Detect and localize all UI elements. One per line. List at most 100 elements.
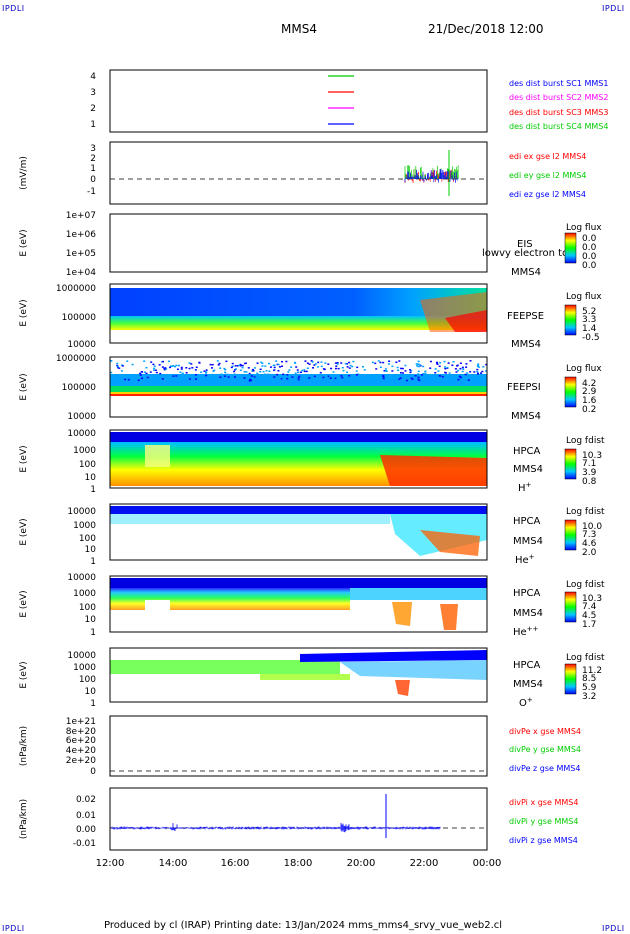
feepsi-noise-pixel <box>251 368 254 371</box>
eis-cb-tick-3: 0.0 <box>582 261 597 271</box>
feepsi-noise-pixel <box>139 372 142 375</box>
feepsi-noise-pixel <box>361 365 364 368</box>
legend-divpi-x: divPi x gse MMS4 <box>509 798 578 807</box>
hpca-he1-ytick-1000: 1000 <box>73 521 96 531</box>
hpca-o-ytick-1000: 1000 <box>73 663 96 673</box>
hpca-o-cb-tick-1: 8.5 <box>582 674 596 684</box>
feepsi-noise-pixel <box>284 374 287 376</box>
feepsi-noise-pixel <box>297 378 300 381</box>
hpca-h-ylabel: E (eV) <box>19 445 29 472</box>
feepsi-noise-pixel <box>239 369 242 372</box>
feepsi-noise-pixel <box>265 369 268 372</box>
feepsi-noise-pixel <box>213 369 216 372</box>
feepsi-noise-pixel <box>223 367 226 370</box>
feepsi-noise-pixel <box>342 369 345 372</box>
feepsi-noise-pixel <box>178 379 181 382</box>
feepsi-noise-pixel <box>444 367 447 370</box>
feepsi-noise-pixel <box>143 371 146 373</box>
feepsi-noise-pixel <box>469 360 472 362</box>
feepsi-noise-pixel <box>310 360 313 362</box>
feepsi-noise-pixel <box>344 362 347 365</box>
eis-cb-tick-2: 0.0 <box>582 252 597 262</box>
feepsi-noise-pixel <box>126 373 129 376</box>
feepsi-noise-pixel <box>382 377 385 380</box>
feepsi-noise-pixel <box>465 363 468 365</box>
feepsi-noise-pixel <box>349 364 352 367</box>
feepsi-noise-pixel <box>176 368 179 371</box>
divpi-ytick-000: 0.00 <box>76 825 96 835</box>
feepsi-noise-pixel <box>150 361 153 363</box>
hpca-h-ytick-10000: 10000 <box>67 429 96 439</box>
feepsi-noise-pixel <box>434 378 437 380</box>
hpca-he2-cb-tick-2: 4.5 <box>582 611 596 621</box>
feepsi-noise-pixel <box>351 365 354 368</box>
feepsi-noise-pixel <box>161 378 164 380</box>
feepsi-noise-pixel <box>309 378 312 381</box>
xtick-1600: 16:00 <box>221 858 250 869</box>
feepsi-noise-pixel <box>410 377 413 380</box>
feepsi-noise-pixel <box>334 362 337 364</box>
feepsi-ytick-1e4: 10000 <box>67 412 96 422</box>
feepsi-noise-pixel <box>314 363 317 365</box>
feepsi-noise-pixel <box>273 364 276 367</box>
feepsi-noise-pixel <box>417 378 420 381</box>
feepsi-noise-pixel <box>330 367 333 370</box>
feepsi-noise-pixel <box>393 375 396 377</box>
legend-burst-sc1: des dist burst SC1 MMS1 <box>509 79 608 88</box>
hpca-he2-cb-tick-0: 10.3 <box>582 594 602 604</box>
feepsi-noise-pixel <box>399 377 402 379</box>
feepsi-ytick-1e5: 100000 <box>62 383 97 393</box>
feepsi-noise-pixel <box>247 367 250 369</box>
feepsi-noise-pixel <box>400 367 403 370</box>
feepsi-noise-pixel <box>465 366 468 368</box>
panel-hpca-o: E (eV) 10000 1000 100 10 1 HPCA MMS4 O+ … <box>19 647 605 709</box>
feepsi-noise-pixel <box>290 366 293 368</box>
feepsi-noise-pixel <box>246 378 249 381</box>
feepse-ytick-1e4: 10000 <box>67 340 96 350</box>
feepsi-noise-pixel <box>216 360 219 362</box>
feepsi-cb-tick-2: 1.6 <box>582 396 597 406</box>
feepsi-noise-pixel <box>116 366 119 369</box>
feepsi-noise-pixel <box>397 369 400 372</box>
feepsi-noise-pixel <box>268 370 271 373</box>
hpca-he1-cb-tick-3: 2.0 <box>582 548 597 558</box>
feepsi-noise-pixel <box>459 362 462 365</box>
feepsi-noise-pixel <box>398 378 401 380</box>
hpca-h-label: HPCA <box>513 446 541 457</box>
feepsi-noise-pixel <box>180 366 183 369</box>
hpca-he2-ytick-10000: 10000 <box>67 573 96 583</box>
feepsi-noise-pixel <box>280 379 283 382</box>
feepsi-noise-pixel <box>325 375 328 378</box>
hpca-h-species: H+ <box>518 481 532 494</box>
feepsi-noise-pixel <box>383 370 386 372</box>
edi-ylabel: (mV/m) <box>19 156 29 190</box>
feepsi-noise-pixel <box>454 368 457 370</box>
feepsi-noise-pixel <box>236 365 239 367</box>
feepsi-noise-pixel <box>385 377 388 380</box>
feepsi-noise-pixel <box>456 365 459 367</box>
feepsi-noise-pixel <box>351 376 354 378</box>
hpca-o-label: HPCA <box>513 660 541 671</box>
feepsi-noise-pixel <box>181 372 184 375</box>
page-date: 21/Dec/2018 12:00 <box>428 22 544 36</box>
xtick-2200: 22:00 <box>410 858 439 869</box>
hpca-h-cb-tick-3: 0.8 <box>582 477 597 487</box>
burst-ytick-4: 4 <box>90 72 96 82</box>
hpca-he1-species: He+ <box>515 553 535 566</box>
burst-ytick-2: 2 <box>90 104 96 114</box>
panel-feepse: E (eV) 1000000 100000 10000 FEEPSE MMS4 … <box>19 283 602 350</box>
feepsi-noise-pixel <box>397 377 400 379</box>
panel-divpi: (nPa/km) 0.02 0.01 0.00 -0.01 divPi x gs… <box>19 787 578 851</box>
feepsi-noise-pixel <box>320 365 323 368</box>
divpe-ylabel: (nPa/km) <box>19 726 29 766</box>
feepsi-noise-pixel <box>216 379 219 382</box>
feepsi-noise-pixel <box>464 373 467 376</box>
feepsi-noise-pixel <box>120 370 123 372</box>
feepsi-noise-pixel <box>295 366 298 368</box>
eis-cb-tick-0: 0.0 <box>582 234 597 244</box>
feepsi-noise-pixel <box>447 362 450 364</box>
feepsi-noise-pixel <box>296 369 299 371</box>
feepsi-noise-pixel <box>184 373 187 376</box>
feepsi-noise-pixel <box>461 366 464 369</box>
feepsi-noise-pixel <box>418 379 421 382</box>
